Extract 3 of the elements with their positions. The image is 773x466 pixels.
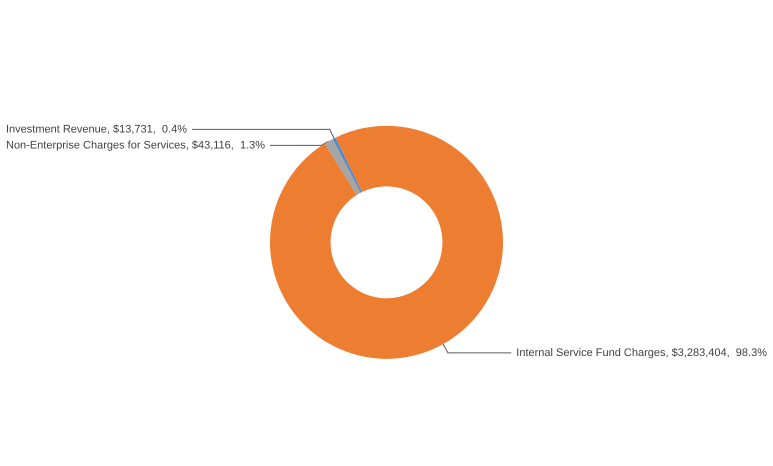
slice-label: Non-Enterprise Charges for Services, $43,116, 1.3%: [6, 139, 266, 152]
slice-label: Internal Service Fund Charges, $3,283,404, 98.3%: [516, 346, 768, 359]
slice-label: Investment Revenue, $13,731, 0.4%: [6, 123, 188, 136]
